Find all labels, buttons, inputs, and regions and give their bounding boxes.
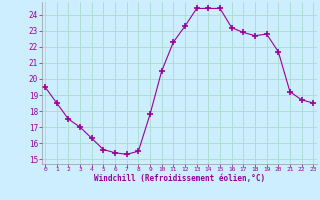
X-axis label: Windchill (Refroidissement éolien,°C): Windchill (Refroidissement éolien,°C): [94, 174, 265, 183]
